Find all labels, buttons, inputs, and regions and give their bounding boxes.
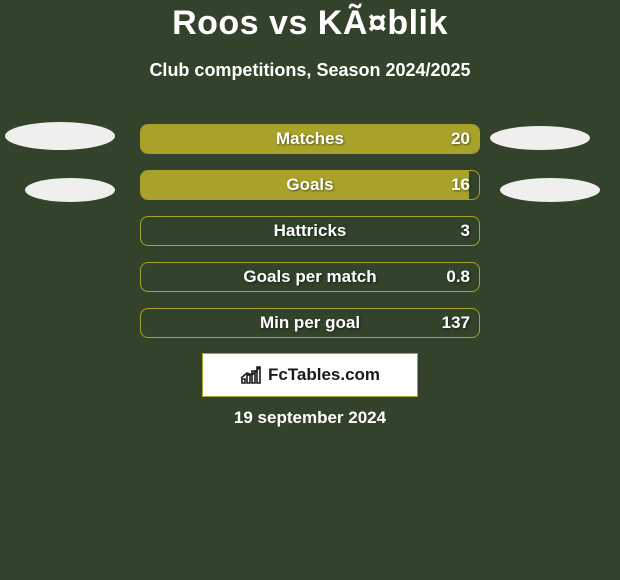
bar-fill (141, 125, 479, 153)
stat-bars: Matches20 Goals16 Hattricks3 Goals per matc… (140, 124, 480, 354)
decorative-ellipse (5, 122, 115, 150)
comparison-infographic: Roos vs KÃ¤blik Club competitions, Seaso… (0, 0, 620, 580)
bar-track (140, 262, 480, 292)
decorative-ellipse (490, 126, 590, 150)
stat-row: Goals16 (140, 170, 480, 200)
stat-row: Goals per match0.8 (140, 262, 480, 292)
logo-box[interactable]: FcTables.com (202, 353, 418, 397)
bar-track (140, 170, 480, 200)
barchart-icon (240, 365, 262, 385)
bar-fill (141, 171, 469, 199)
bar-track (140, 124, 480, 154)
date-line: 19 september 2024 (0, 408, 620, 428)
decorative-ellipse (500, 178, 600, 202)
bar-track (140, 216, 480, 246)
page-title: Roos vs KÃ¤blik (0, 4, 620, 43)
stat-row: Matches20 (140, 124, 480, 154)
decorative-ellipse (25, 178, 115, 202)
stat-row: Hattricks3 (140, 216, 480, 246)
logo-text: FcTables.com (268, 365, 380, 385)
stat-row: Min per goal137 (140, 308, 480, 338)
bar-track (140, 308, 480, 338)
subtitle: Club competitions, Season 2024/2025 (0, 60, 620, 81)
